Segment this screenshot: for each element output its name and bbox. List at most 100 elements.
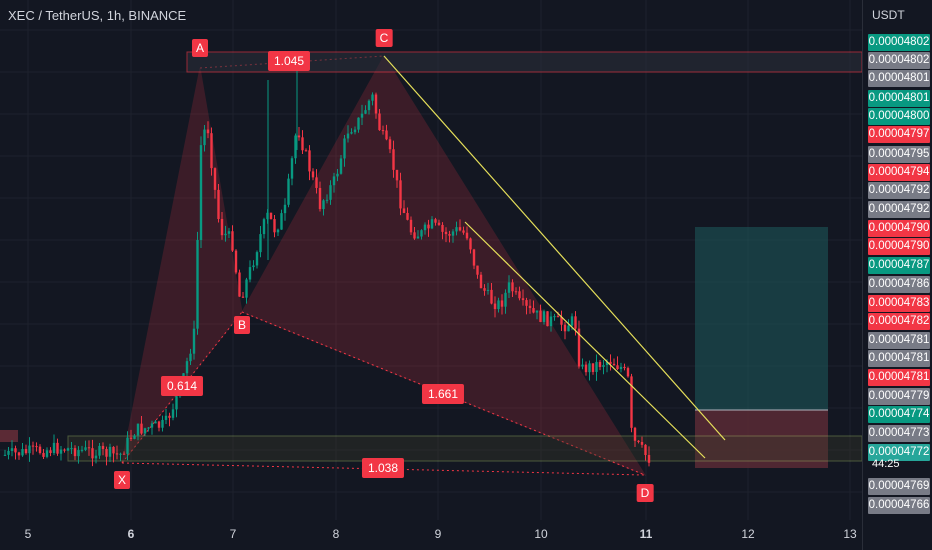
candle-body — [616, 365, 618, 369]
chart-title: XEC / TetherUS, 1h, BINANCE — [8, 8, 186, 23]
candle-body — [301, 137, 303, 150]
candle-body — [42, 453, 44, 457]
candle-body — [620, 367, 622, 369]
candle-body — [347, 134, 349, 139]
ratio-label-xad: 1.038 — [362, 458, 404, 478]
candle-body — [172, 409, 174, 417]
price-label: 0.00004794 — [868, 164, 930, 181]
candle-body — [427, 225, 429, 229]
candle-body — [613, 364, 615, 365]
candle-body — [119, 454, 121, 455]
candle-body — [273, 219, 275, 232]
price-label: 0.00004786 — [868, 276, 930, 293]
candle-body — [221, 219, 223, 235]
candle-body — [259, 234, 261, 252]
candle-body — [368, 101, 370, 110]
price-label: 0.00004773 — [868, 425, 930, 442]
price-label: 0.00004769 — [868, 478, 930, 495]
candle-body — [284, 205, 286, 213]
candle-body — [224, 234, 226, 235]
candle-body — [193, 329, 195, 354]
candle-body — [525, 300, 527, 306]
candle-body — [270, 213, 272, 219]
candle-body — [165, 416, 167, 420]
candle-body — [63, 450, 65, 451]
candle-body — [532, 308, 534, 313]
candle-body — [77, 450, 79, 456]
candle-body — [648, 455, 650, 463]
candle-body — [161, 420, 163, 428]
candle-body — [154, 421, 156, 423]
candle-body — [210, 133, 212, 168]
pattern-point-a: A — [192, 39, 208, 57]
candle-body — [18, 452, 20, 455]
candle-body — [235, 251, 237, 273]
candle-body — [637, 441, 639, 442]
candle-body — [277, 230, 279, 233]
candle-body — [459, 227, 461, 230]
candle-body — [375, 95, 377, 114]
candle-body — [294, 136, 296, 159]
candle-body — [602, 365, 604, 367]
candle-body — [228, 231, 230, 234]
axis-unit: USDT — [872, 8, 905, 22]
pattern-point-d: D — [637, 484, 654, 502]
candle-body — [84, 447, 86, 450]
candle-body — [382, 130, 384, 131]
candle-body — [455, 227, 457, 231]
candle-body — [557, 316, 559, 317]
candle-body — [564, 325, 566, 332]
candle-body — [550, 317, 552, 327]
candle-body — [504, 293, 506, 307]
candle-body — [445, 232, 447, 234]
support-zone — [68, 436, 862, 461]
candle-body — [46, 450, 48, 457]
candle-body — [553, 316, 555, 317]
candle-body — [231, 231, 233, 250]
candle-body — [242, 297, 244, 298]
time-tick: 12 — [741, 527, 754, 541]
candle-body — [389, 139, 391, 149]
price-label: 0.00004766 — [868, 497, 930, 514]
candle-body — [175, 396, 177, 409]
candle-body — [287, 179, 289, 205]
candle-body — [483, 288, 485, 291]
candle-body — [357, 118, 359, 130]
candle-body — [56, 443, 58, 454]
candle-body — [371, 95, 373, 101]
candle-body — [627, 368, 629, 376]
candle-body — [186, 361, 188, 373]
candle-body — [133, 435, 135, 438]
candle-body — [196, 240, 198, 329]
candle-body — [28, 446, 30, 454]
time-tick: 5 — [25, 527, 32, 541]
pattern-xab — [122, 68, 242, 463]
price-label: 0.00004781 — [868, 369, 930, 386]
price-label: 0.00004774 — [868, 406, 930, 423]
price-label: 0.00004792 — [868, 201, 930, 218]
time-tick: 8 — [333, 527, 340, 541]
candle-body — [522, 298, 524, 300]
price-label: 0.00004790 — [868, 238, 930, 255]
candle-body — [644, 445, 646, 455]
candle-body — [91, 448, 93, 458]
target-zone — [695, 227, 828, 410]
pattern-point-c: C — [376, 29, 393, 47]
candle-body — [168, 416, 170, 418]
candle-body — [53, 443, 55, 453]
candle-body — [322, 200, 324, 209]
time-tick: 13 — [843, 527, 856, 541]
candle-body — [623, 367, 625, 368]
candle-body — [200, 145, 202, 240]
price-label: 0.00004782 — [868, 313, 930, 330]
candle-body — [354, 130, 356, 133]
candle-body — [189, 354, 191, 361]
candle-body — [238, 272, 240, 296]
candle-body — [634, 428, 636, 441]
candle-body — [137, 424, 139, 436]
candle-body — [252, 265, 254, 267]
candle-body — [574, 316, 576, 328]
ratio-label-abc: 0.614 — [161, 376, 203, 396]
candle-body — [214, 168, 216, 190]
